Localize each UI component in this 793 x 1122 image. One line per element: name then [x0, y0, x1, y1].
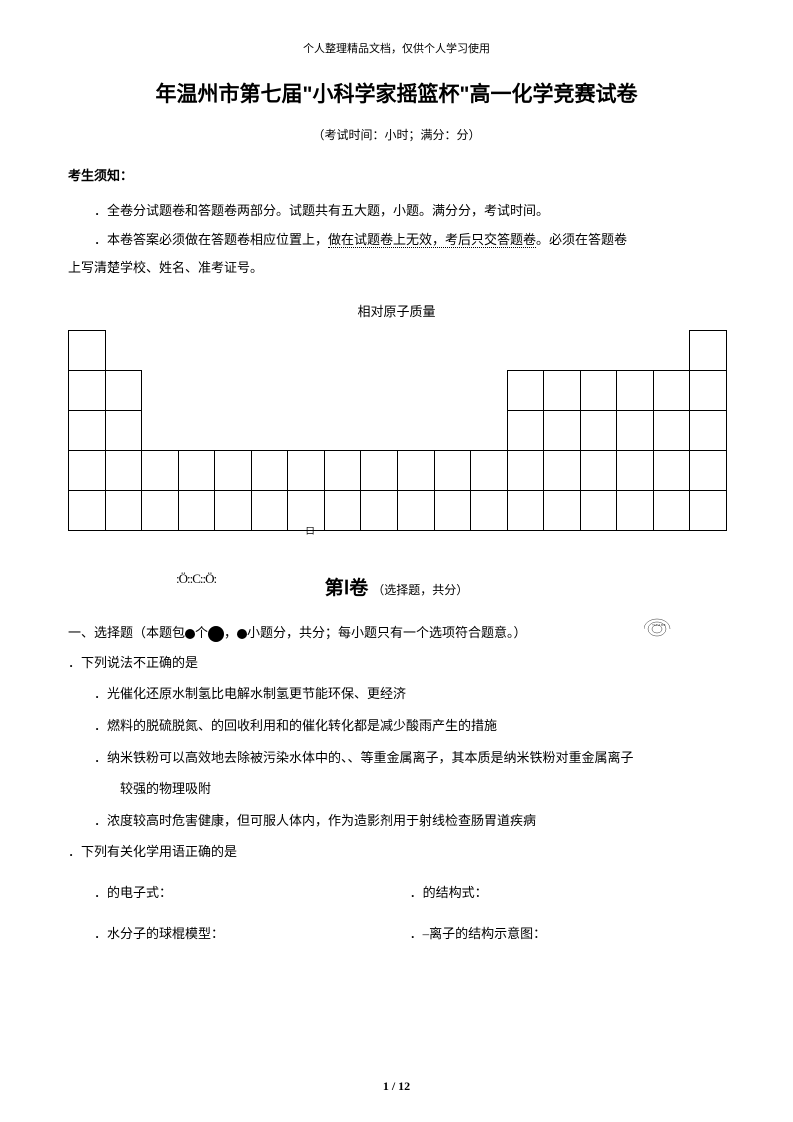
question-1: ．下列说法不正确的是	[68, 649, 725, 678]
header-note: 个人整理精品文档，仅供个人学习使用	[68, 40, 725, 56]
svg-text:+17 2 8 8: +17 2 8 8	[652, 623, 666, 627]
periodic-cell	[68, 330, 106, 371]
black-dot-icon-2	[237, 629, 247, 639]
question-2-option-d: ．–离子的结构示意图：	[410, 920, 725, 949]
periodic-cell	[689, 370, 727, 411]
multiple-choice-header: 一、选择题（本题包个 ， 小题分，共分；每小题只有一个选项符合题意。） +17 2 …	[68, 620, 725, 646]
periodic-cell	[141, 450, 179, 491]
question-1-option-b: ．燃料的脱硫脱氮、的回收利用和的催化转化都是减少酸雨产生的措施	[68, 712, 725, 741]
periodic-cell	[214, 490, 252, 531]
periodic-cell	[543, 370, 581, 411]
periodic-cell	[580, 490, 618, 531]
question-2-option-a: ．的电子式：	[68, 879, 410, 908]
periodic-table-label: 相对原子质量	[68, 301, 725, 320]
periodic-cell	[360, 490, 398, 531]
periodic-cell	[653, 490, 691, 531]
question-1-option-d: ．浓度较高时危害健康，但可服人体内，作为造影剂用于射线检查肠胃道疾病	[68, 807, 725, 836]
periodic-cell	[324, 450, 362, 491]
periodic-cell	[68, 370, 106, 411]
periodic-cell	[653, 410, 691, 451]
periodic-cell	[141, 490, 179, 531]
mc-header-pre: 一、选择题（本题包	[68, 625, 185, 640]
atom-structure-icon: +17 2 8 8	[644, 616, 680, 642]
periodic-cell	[287, 450, 325, 491]
periodic-cell	[178, 450, 216, 491]
periodic-cell	[616, 410, 654, 451]
periodic-cell	[616, 370, 654, 411]
periodic-cell	[580, 410, 618, 451]
question-2-option-c: ．水分子的球棍模型：	[68, 920, 410, 949]
page-footer: 1 / 12	[0, 1079, 793, 1094]
mc-header-post: 小题分，共分；每小题只有一个选项符合题意。）	[247, 625, 527, 640]
question-1-option-c: ．纳米铁粉可以高效地去除被污染水体中的、、等重金属离子，其本质是纳米铁粉对重金属…	[68, 744, 725, 773]
instruction-2-plain: ．本卷答案必须做在答题卷相应位置上，	[94, 232, 328, 247]
periodic-cell	[543, 450, 581, 491]
periodic-cell	[105, 370, 143, 411]
periodic-cell	[434, 450, 472, 491]
question-1-option-c-continued: 较强的物理吸附	[68, 775, 725, 804]
instruction-3: 上写清楚学校、姓名、准考证号。	[68, 254, 725, 283]
periodic-cell	[105, 490, 143, 531]
instruction-1: ．全卷分试题卷和答题卷两部分。试题共有五大题，小题。满分分，考试时间。	[68, 197, 725, 226]
periodic-cell	[580, 450, 618, 491]
mc-header-mid2: ，	[224, 625, 237, 640]
periodic-cell	[68, 490, 106, 531]
periodic-cell	[251, 490, 289, 531]
periodic-cell	[360, 450, 398, 491]
periodic-cell	[543, 490, 581, 531]
periodic-cell	[507, 370, 545, 411]
periodic-cell	[616, 450, 654, 491]
notice-heading: 考生须知：	[68, 165, 725, 184]
periodic-cell	[105, 410, 143, 451]
periodic-cell	[580, 370, 618, 411]
question-2-row-2: ．水分子的球棍模型： ．–离子的结构示意图：	[68, 920, 725, 949]
periodic-cell	[324, 490, 362, 531]
question-2: ．下列有关化学用语正确的是	[68, 838, 725, 867]
periodic-cell	[507, 450, 545, 491]
periodic-cell	[689, 490, 727, 531]
periodic-cell	[507, 490, 545, 531]
periodic-cell	[507, 410, 545, 451]
black-dot-large-icon	[208, 626, 224, 642]
periodic-cell	[543, 410, 581, 451]
mc-header-mid: 个	[195, 625, 208, 640]
subtitle: （考试时间：小时；满分：分）	[68, 126, 725, 143]
periodic-cell	[689, 450, 727, 491]
question-1-option-a: ．光催化还原水制氢比电解水制氢更节能环保、更经济	[68, 680, 725, 709]
periodic-cell	[68, 450, 106, 491]
periodic-cell	[434, 490, 472, 531]
periodic-cell	[251, 450, 289, 491]
main-title: 年温州市第七届"小科学家摇篮杯"高一化学竞赛试卷	[68, 78, 725, 108]
section-1-header: :Ö::C::Ö: 第Ⅰ卷 （选择题，共分）	[68, 573, 725, 600]
periodic-cell	[470, 490, 508, 531]
periodic-cell	[68, 410, 106, 451]
section-1-title: 第Ⅰ卷	[325, 573, 369, 600]
periodic-cell	[616, 490, 654, 531]
periodic-cell	[105, 450, 143, 491]
periodic-cell	[397, 490, 435, 531]
lewis-structure: :Ö::C::Ö:	[176, 571, 216, 587]
periodic-small-char: 口	[306, 524, 315, 537]
periodic-table: 口	[68, 330, 726, 548]
periodic-cell	[653, 450, 691, 491]
section-1-subtitle: （选择题，共分）	[372, 581, 468, 598]
instruction-2: ．本卷答案必须做在答题卷相应位置上，做在试题卷上无效，考后只交答题卷。必须在答题…	[68, 226, 725, 255]
black-dot-icon	[185, 629, 195, 639]
periodic-cell	[470, 450, 508, 491]
periodic-cell	[178, 490, 216, 531]
periodic-cell	[397, 450, 435, 491]
periodic-cell	[653, 370, 691, 411]
instruction-2-tail: 。必须在答题卷	[536, 232, 627, 247]
periodic-cell	[689, 330, 727, 371]
instruction-2-dotted: 做在试题卷上无效，考后只交答题卷	[328, 232, 536, 248]
question-2-row-1: ．的电子式： ．的结构式：	[68, 879, 725, 908]
periodic-cell	[214, 450, 252, 491]
question-2-option-b: ．的结构式：	[410, 879, 725, 908]
periodic-cell	[689, 410, 727, 451]
